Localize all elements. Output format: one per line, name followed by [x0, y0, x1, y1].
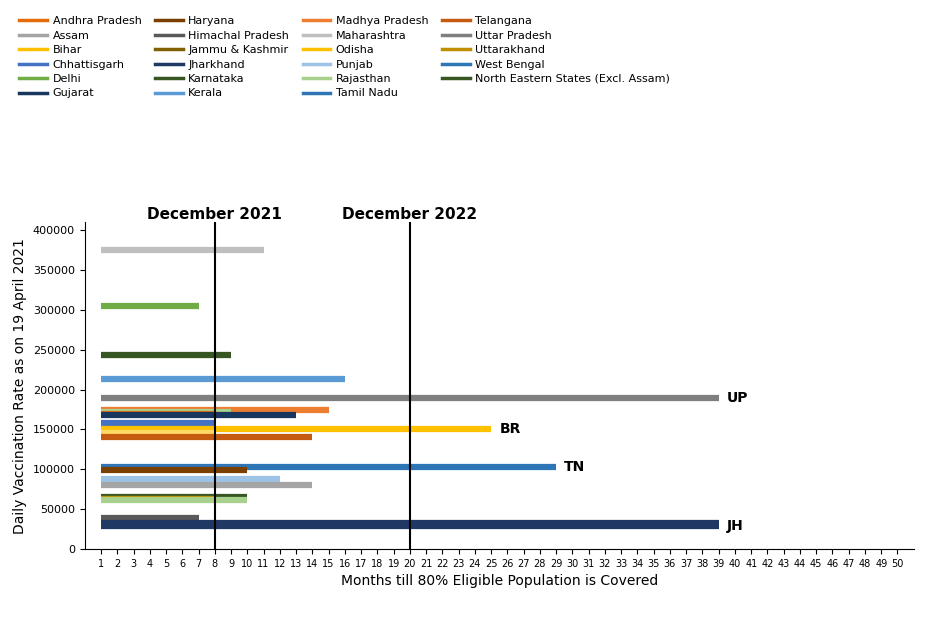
- Text: December 2022: December 2022: [342, 207, 478, 222]
- Text: JH: JH: [727, 519, 743, 533]
- Text: UP: UP: [727, 391, 748, 405]
- Text: BR: BR: [499, 423, 521, 436]
- Text: December 2021: December 2021: [147, 207, 283, 222]
- Legend: Andhra Pradesh, Assam, Bihar, Chhattisgarh, Delhi, Gujarat, Haryana, Himachal Pr: Andhra Pradesh, Assam, Bihar, Chhattisga…: [15, 12, 674, 103]
- Y-axis label: Daily Vaccination Rate as on 19 April 2021: Daily Vaccination Rate as on 19 April 20…: [13, 238, 27, 534]
- X-axis label: Months till 80% Eligible Population is Covered: Months till 80% Eligible Population is C…: [341, 574, 658, 589]
- Text: TN: TN: [564, 460, 586, 474]
